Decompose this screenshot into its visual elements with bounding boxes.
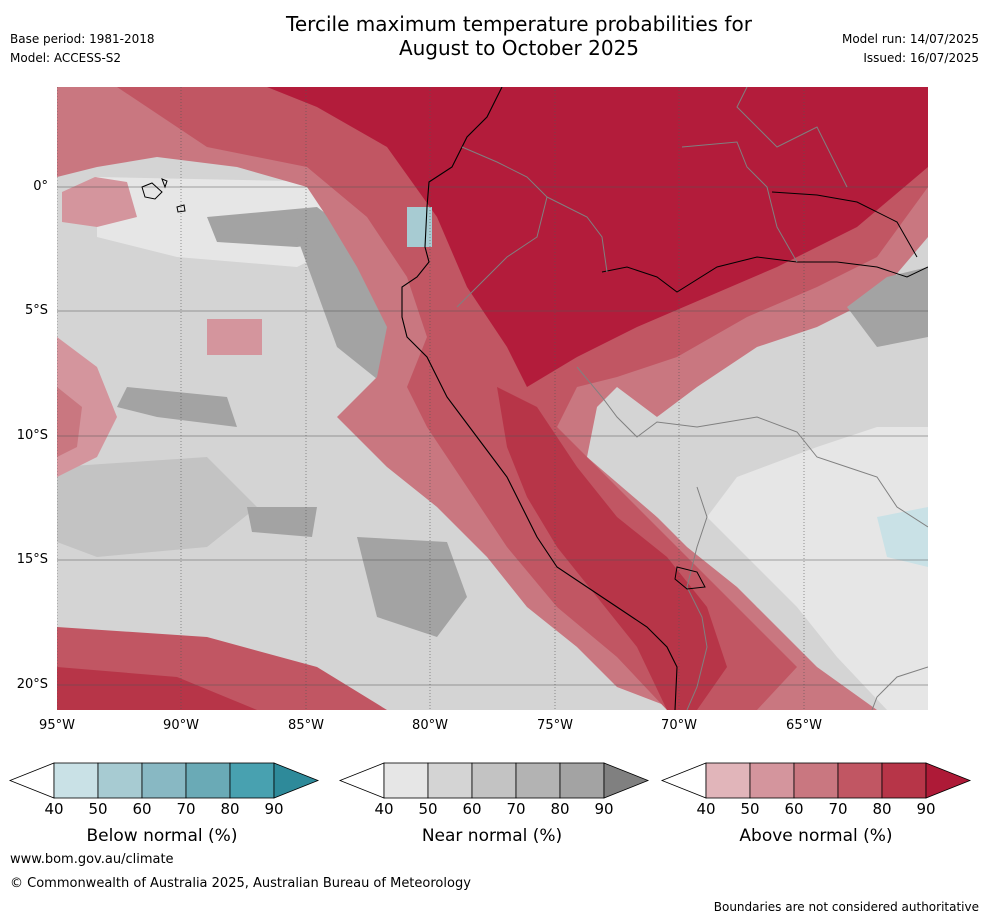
colorbar-segment	[749, 762, 795, 799]
colorbar-tick-label: 50	[418, 800, 438, 818]
galapagos-islands	[141, 178, 186, 213]
colorbar-segment	[793, 762, 839, 799]
colorbar-segment	[881, 762, 927, 799]
colorbar-segment	[97, 762, 143, 799]
lon-label-85w: 85°W	[288, 718, 324, 733]
colorbar-segment	[53, 762, 99, 799]
above-normal-label: Above normal (%)	[739, 826, 893, 846]
colorbar-segment	[427, 762, 473, 799]
lon-label-75w: 75°W	[537, 718, 573, 733]
colorbar-tick-label: 50	[88, 800, 108, 818]
lat-grid-lines	[57, 186, 928, 686]
map-canvas	[57, 87, 928, 710]
southwest-above-normal-80	[57, 667, 257, 710]
colorbar-tick-label: 40	[44, 800, 64, 818]
northern-river	[771, 191, 918, 258]
colorbar-segment	[141, 762, 187, 799]
colorbar-high-arrow	[603, 762, 650, 799]
below-normal-colorbar	[8, 762, 320, 799]
issued-date: Issued: 16/07/2025	[863, 51, 979, 65]
pink-blob-ocean	[207, 319, 262, 355]
east-near-normal-dark	[847, 267, 928, 347]
near-normal-dark-blob-3	[117, 387, 237, 427]
colorbar-segment	[705, 762, 751, 799]
west-above-normal-core	[57, 387, 82, 457]
near-normal-dark-blob-2	[297, 237, 407, 387]
lat-label-5s: 5°S	[24, 303, 48, 318]
colorbar-tick-label: 60	[784, 800, 804, 818]
disclaimer-text: Boundaries are not considered authoritat…	[713, 900, 979, 914]
base-period: Base period: 1981-2018	[10, 32, 155, 46]
colorbar-tick-label: 70	[828, 800, 848, 818]
colorbar-tick-label: 60	[132, 800, 152, 818]
model-name: Model: ACCESS-S2	[10, 51, 122, 65]
colorbar-tick-label: 60	[462, 800, 482, 818]
lat-label-10s: 10°S	[16, 428, 48, 443]
pink-blob-galapagos	[62, 177, 137, 227]
colorbar-tick-label: 70	[176, 800, 196, 818]
lat-label-20s: 20°S	[16, 677, 48, 692]
amazon-river	[601, 256, 928, 293]
colorbar-tick-label: 40	[696, 800, 716, 818]
website-link[interactable]: www.bom.gov.au/climate	[10, 852, 174, 867]
lon-label-80w: 80°W	[412, 718, 448, 733]
above-normal-colorbar	[660, 762, 972, 799]
colorbar-segment	[185, 762, 231, 799]
title-line-1: Tercile maximum temperature probabilitie…	[286, 12, 752, 36]
near-normal-mid-patch	[57, 457, 257, 557]
colorbar-low-arrow	[8, 762, 55, 799]
colorbar-high-arrow	[273, 762, 320, 799]
colorbar-tick-label: 90	[916, 800, 936, 818]
east-near-normal-light	[707, 427, 928, 710]
near-normal-label: Near normal (%)	[421, 826, 563, 846]
lon-label-65w: 65°W	[786, 718, 822, 733]
lon-label-70w: 70°W	[661, 718, 697, 733]
near-normal-colorbar	[338, 762, 650, 799]
map-title: Tercile maximum temperature probabilitie…	[0, 12, 988, 60]
colorbar-tick-label: 70	[506, 800, 526, 818]
title-line-2: August to October 2025	[398, 36, 640, 60]
below-normal-label: Below normal (%)	[86, 826, 238, 846]
colorbar-segment	[515, 762, 561, 799]
copyright-text: © Commonwealth of Australia 2025, Austra…	[10, 876, 471, 891]
model-run: Model run: 14/07/2025	[841, 32, 979, 46]
lake-titicaca	[674, 566, 706, 590]
colorbar-tick-label: 50	[740, 800, 760, 818]
colorbar-low-arrow	[338, 762, 385, 799]
colorbar-segment	[229, 762, 275, 799]
colorbar-tick-label: 80	[220, 800, 240, 818]
near-normal-dark-blob-5	[247, 507, 317, 537]
colorbar-tick-label: 80	[550, 800, 570, 818]
above-normal-90-region	[267, 87, 928, 387]
probability-map	[57, 87, 928, 710]
colorbar-tick-label: 90	[594, 800, 614, 818]
below-normal-blob-coast	[407, 207, 432, 247]
lat-label-15s: 15°S	[16, 552, 48, 567]
colorbar-high-arrow	[925, 762, 972, 799]
colorbars	[8, 762, 972, 799]
colorbar-tick-label: 40	[374, 800, 394, 818]
near-normal-dark-blob-4	[357, 537, 467, 637]
colorbar-low-arrow	[660, 762, 707, 799]
above-normal-80-band	[497, 387, 727, 710]
lon-label-90w: 90°W	[163, 718, 199, 733]
below-normal-blob-east	[877, 507, 928, 567]
coastline	[401, 87, 678, 710]
colorbar-segment	[383, 762, 429, 799]
colorbar-segment	[471, 762, 517, 799]
lat-label-0: 0°	[33, 179, 48, 194]
lon-grid-lines	[57, 87, 805, 710]
colorbar-segment	[837, 762, 883, 799]
colorbar-tick-label: 80	[872, 800, 892, 818]
colorbar-segment	[559, 762, 605, 799]
lon-label-95w: 95°W	[39, 718, 75, 733]
colorbar-tick-label: 90	[264, 800, 284, 818]
country-borders	[456, 87, 928, 710]
